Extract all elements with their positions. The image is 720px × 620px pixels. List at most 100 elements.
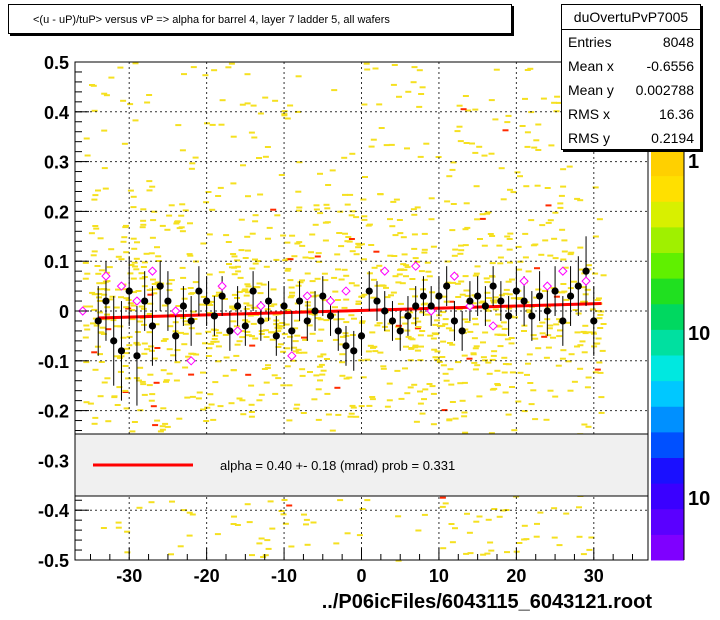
scatter-cell [324, 207, 331, 210]
scatter-cell [308, 257, 315, 260]
scatter-cell [315, 418, 322, 421]
scatter-cell [109, 295, 116, 298]
scatter-cell [405, 335, 412, 338]
scatter-cell [257, 112, 264, 115]
scatter-cell [470, 302, 477, 305]
scatter-cell [412, 346, 419, 349]
scatter-cell [539, 332, 546, 335]
scatter-cell [319, 373, 326, 376]
scatter-cell [455, 296, 462, 298]
scatter-cell [532, 418, 539, 421]
scatter-cell [476, 515, 483, 518]
scatter-cell [419, 86, 426, 89]
scatter-cell [532, 337, 539, 340]
file-path-label: ../P06icFiles/6043115_6043121.root [321, 591, 652, 613]
scatter-cell [83, 324, 90, 327]
scatter-cell [344, 203, 351, 206]
scatter-cell [504, 121, 511, 124]
scatter-cell [557, 329, 563, 332]
scatter-cell [115, 255, 122, 258]
scatter-cell [554, 95, 561, 98]
scatter-cell [322, 239, 329, 242]
scatter-cell [525, 362, 531, 365]
x-tick-label: -10 [271, 566, 297, 586]
scatter-cell [449, 541, 456, 544]
scatter-cell [442, 502, 449, 505]
scatter-cell [238, 249, 245, 252]
scatter-cell [91, 293, 98, 296]
scatter-cell [412, 295, 418, 298]
scatter-cell [320, 353, 327, 356]
scatter-cell [134, 331, 141, 333]
scatter-cell [348, 238, 355, 240]
scatter-cell [139, 277, 146, 280]
scatter-cell [139, 226, 146, 229]
scatter-cell [120, 240, 127, 243]
scatter-cell [284, 309, 291, 311]
profile-point [505, 312, 513, 320]
profile-alt-point [542, 281, 553, 291]
profile-point [412, 302, 420, 310]
scatter-cell [373, 250, 380, 253]
scatter-cell [579, 268, 585, 271]
scatter-cell [545, 334, 552, 337]
y-tick-label: 0.1 [44, 252, 69, 272]
scatter-cell [265, 547, 272, 550]
scatter-cell [250, 322, 257, 325]
profile-point [102, 297, 110, 305]
scatter-cell [284, 117, 291, 120]
scatter-cell [582, 332, 589, 335]
scatter-cell [318, 363, 325, 366]
scatter-cell [551, 536, 558, 539]
scatter-cell [317, 212, 324, 215]
scatter-cell [517, 175, 523, 178]
scatter-cell [212, 381, 219, 384]
scatter-cell [134, 343, 141, 346]
scatter-cell [384, 296, 391, 299]
scatter-cell [97, 353, 103, 356]
scatter-cell [148, 501, 155, 504]
scatter-cell [556, 101, 562, 104]
scatter-cell [148, 252, 155, 255]
profile-alt-point [186, 356, 196, 366]
scatter-cell [421, 232, 428, 235]
scatter-cell [524, 69, 531, 71]
scatter-cell [161, 304, 168, 307]
scatter-cell [131, 247, 138, 250]
scatter-cell [498, 167, 505, 170]
scatter-cell [416, 69, 423, 72]
scatter-cell [421, 278, 428, 281]
scatter-cell [123, 407, 130, 410]
scatter-cell [269, 527, 276, 530]
scatter-cell [598, 411, 605, 414]
scatter-cell [596, 317, 603, 320]
scatter-cell [344, 532, 351, 535]
profile-alt-point [558, 266, 568, 276]
scatter-cell [123, 297, 130, 300]
scatter-cell [228, 402, 235, 405]
scatter-cell [479, 213, 486, 216]
scatter-cell [388, 143, 395, 146]
scatter-cell [250, 104, 257, 107]
profile-point [582, 267, 590, 275]
scatter-cell [174, 220, 181, 223]
scatter-cell [500, 198, 507, 201]
chart-title-box: <(u - uP)/tuP> versus vP => alpha for ba… [8, 4, 512, 34]
scatter-cell [244, 320, 251, 323]
scatter-cell [164, 425, 171, 428]
scatter-cell [451, 254, 458, 257]
scatter-cell [174, 361, 181, 364]
profile-point [133, 352, 141, 360]
scatter-cell [356, 243, 363, 246]
scatter-cell [146, 180, 153, 183]
scatter-cell [175, 124, 182, 127]
scatter-cell [376, 264, 383, 267]
scatter-cell [502, 391, 509, 394]
scatter-cell [339, 361, 345, 364]
scatter-cell [594, 299, 601, 301]
color-scale-step [651, 150, 684, 177]
scatter-cell [557, 202, 564, 205]
scatter-cell [169, 500, 175, 503]
scatter-cell [295, 190, 302, 193]
scatter-cell [83, 137, 90, 140]
